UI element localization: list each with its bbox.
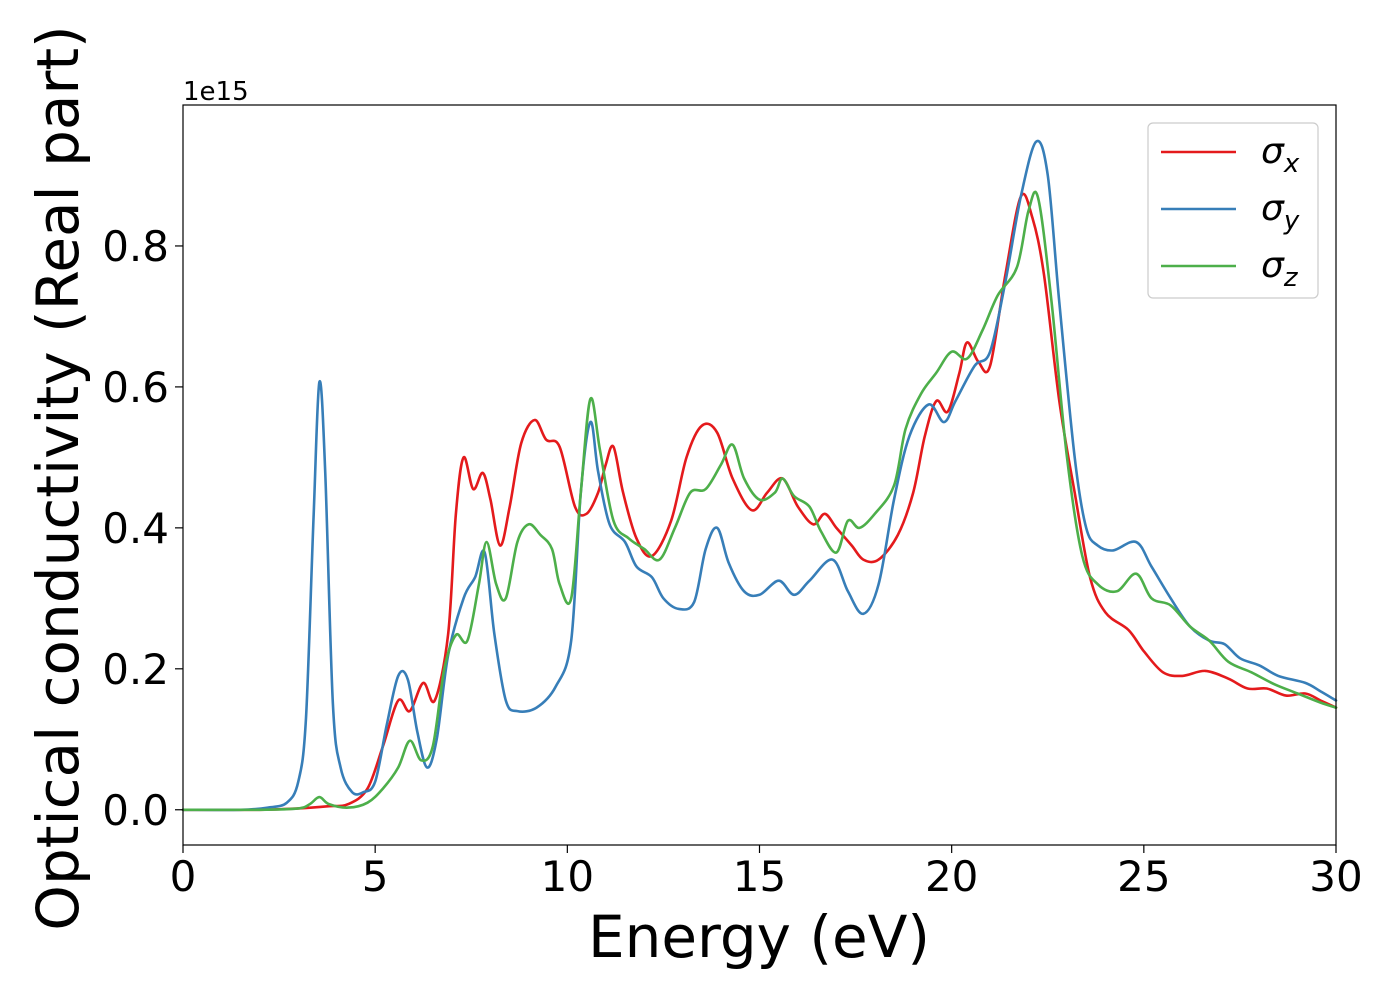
y-tick-label: 0.2	[102, 645, 169, 694]
series-line-sigma-x	[181, 192, 1338, 812]
x-tick-label: 15	[733, 852, 786, 901]
plot-frame	[182, 104, 1337, 846]
x-tick-label: 20	[925, 852, 978, 901]
x-tick-label: 25	[1117, 852, 1170, 901]
y-tick-label: 0.6	[102, 363, 169, 412]
plot-background	[183, 105, 1336, 845]
y-offset-label: 1e15	[183, 77, 249, 107]
axes-layer: 0 5 10 15 20 25 30 0.0 0.2 0.4 0.6 0.8	[102, 222, 1363, 901]
legend-label-sigma-z: σz	[1261, 245, 1299, 293]
x-tick-label: 10	[541, 852, 594, 901]
y-tick-label: 0.0	[102, 786, 169, 835]
legend-label-sigma-y: σy	[1261, 188, 1300, 236]
y-axis-label: Optical conductivity (Real part)	[24, 25, 92, 930]
legend-frame	[1147, 122, 1319, 299]
legend-label-sigma-x: σx	[1261, 131, 1300, 179]
x-tick-label: 30	[1309, 852, 1362, 901]
x-axis-label: Energy (eV)	[588, 903, 930, 971]
y-tick-label: 0.8	[102, 222, 169, 271]
legend: σx σy σz	[1147, 122, 1319, 299]
series-line-sigma-y	[181, 139, 1338, 812]
series-layer	[181, 139, 1338, 812]
series-line-sigma-z	[181, 190, 1338, 812]
x-tick-label: 0	[170, 852, 197, 901]
x-tick-label: 5	[362, 852, 389, 901]
y-tick-label: 0.4	[102, 504, 169, 553]
